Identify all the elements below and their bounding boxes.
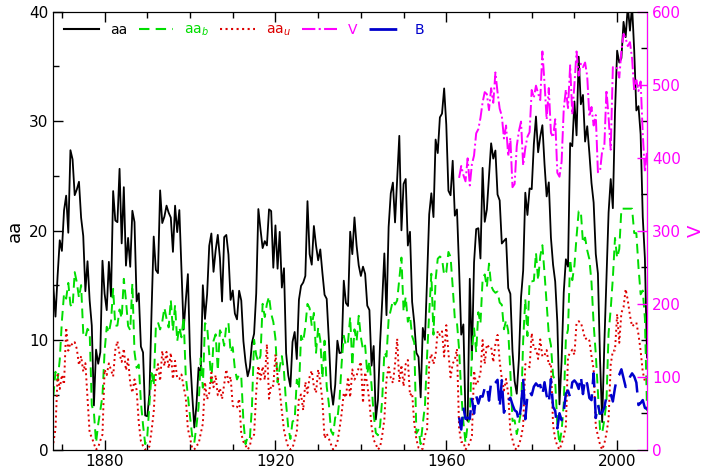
- Legend: aa, aa$_b$, aa$_u$, V, B: aa, aa$_b$, aa$_u$, V, B: [60, 19, 428, 42]
- Y-axis label: aa: aa: [6, 219, 23, 242]
- Y-axis label: V: V: [687, 224, 704, 237]
